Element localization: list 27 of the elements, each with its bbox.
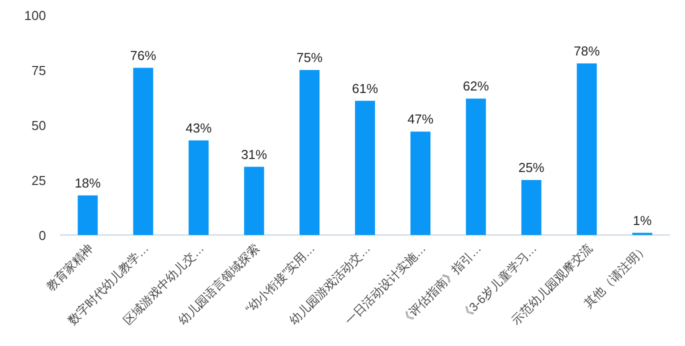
data-label: 78% xyxy=(574,43,600,58)
data-label: 43% xyxy=(186,120,212,136)
bar xyxy=(521,180,542,235)
bar xyxy=(133,68,154,235)
data-label: 47% xyxy=(407,112,434,127)
data-label: 31% xyxy=(241,146,268,162)
y-tick-label: 25 xyxy=(32,173,46,188)
bar xyxy=(466,98,486,235)
data-label: 25% xyxy=(518,160,545,175)
data-label: 75% xyxy=(296,50,323,65)
bar xyxy=(244,166,264,235)
bar xyxy=(576,63,597,235)
y-tick-label: 50 xyxy=(32,118,46,133)
y-tick-label: 75 xyxy=(32,63,46,78)
bar xyxy=(300,70,320,235)
bar xyxy=(355,100,375,235)
bar xyxy=(78,195,98,235)
data-label: 18% xyxy=(74,175,102,190)
bar xyxy=(410,132,430,235)
data-label: 61% xyxy=(352,80,378,96)
y-tick-label: 0 xyxy=(38,228,46,243)
data-label: 1% xyxy=(632,212,652,228)
data-label: 62% xyxy=(462,78,490,94)
bar xyxy=(188,140,209,235)
x-tick-label: 教育家精神 xyxy=(44,241,96,294)
data-label: 76% xyxy=(130,48,157,63)
y-tick-label: 100 xyxy=(24,8,46,23)
